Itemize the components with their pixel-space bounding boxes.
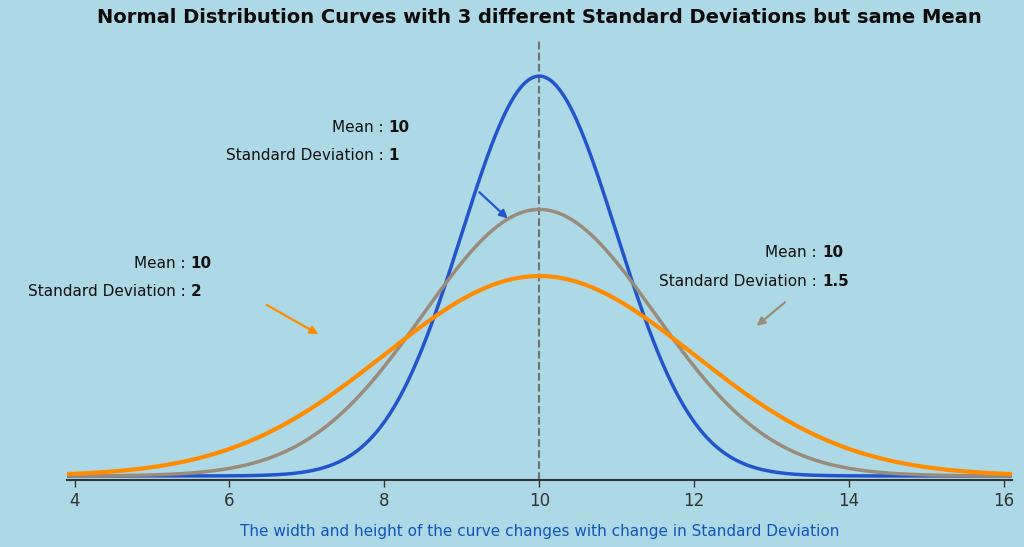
- Text: Standard Deviation :: Standard Deviation :: [659, 274, 822, 289]
- Text: 1: 1: [388, 148, 398, 163]
- Text: Mean :: Mean :: [765, 246, 822, 260]
- Text: 10: 10: [822, 246, 843, 260]
- Text: Mean :: Mean :: [332, 120, 388, 135]
- X-axis label: The width and height of the curve changes with change in Standard Deviation: The width and height of the curve change…: [240, 523, 839, 539]
- Text: 10: 10: [190, 255, 212, 271]
- Text: 1.5: 1.5: [822, 274, 849, 289]
- Text: Mean :: Mean :: [134, 255, 190, 271]
- Text: 2: 2: [190, 283, 202, 299]
- Text: 10: 10: [388, 120, 410, 135]
- Text: Standard Deviation :: Standard Deviation :: [28, 283, 190, 299]
- Text: Standard Deviation :: Standard Deviation :: [225, 148, 388, 163]
- Title: Normal Distribution Curves with 3 different Standard Deviations but same Mean: Normal Distribution Curves with 3 differ…: [97, 8, 982, 27]
